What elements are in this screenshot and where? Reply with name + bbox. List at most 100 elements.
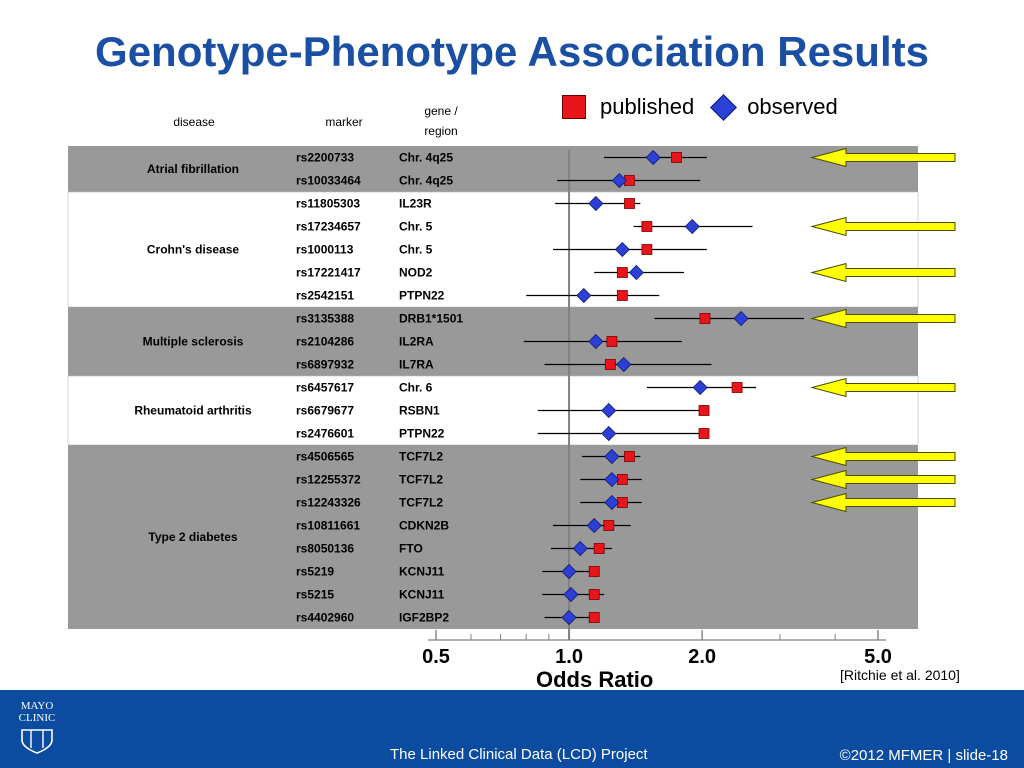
marker-label: rs17234657 <box>296 220 361 234</box>
disease-label: Atrial fibrillation <box>147 162 239 176</box>
observed-point <box>604 494 620 511</box>
observed-point <box>601 402 617 419</box>
x-tick-label: 5.0 <box>864 646 892 668</box>
gene-label: PTPN22 <box>399 427 445 441</box>
observed-point <box>645 149 661 166</box>
highlight-arrow <box>810 308 956 329</box>
published-point <box>624 198 635 209</box>
header-gene-region: gene / region <box>405 101 477 141</box>
header-disease: disease <box>173 115 215 129</box>
highlight-arrow <box>810 147 956 168</box>
citation: [Ritchie et al. 2010] <box>840 667 960 683</box>
group-band <box>67 191 919 308</box>
gene-label: TCF7L2 <box>399 450 443 464</box>
marker-label: rs10811661 <box>296 519 360 533</box>
observed-point <box>588 195 604 212</box>
marker-label: rs12243326 <box>296 496 361 510</box>
published-point <box>699 313 711 324</box>
observed-point <box>588 333 604 350</box>
published-point <box>671 152 682 163</box>
logo-line1: MAYO <box>20 700 54 712</box>
disease-label: Rheumatoid arthritis <box>134 404 252 418</box>
published-point <box>606 336 618 347</box>
x-tick-label: 2.0 <box>688 646 716 668</box>
observed-point <box>576 287 592 304</box>
x-axis-title: Odds Ratio <box>536 667 654 692</box>
legend-published-label: published <box>600 94 695 119</box>
published-point <box>604 359 616 370</box>
gene-label: IL7RA <box>399 358 434 372</box>
marker-label: rs4402960 <box>296 611 354 625</box>
published-point <box>624 451 635 462</box>
gene-label: FTO <box>399 542 423 556</box>
published-point <box>641 244 653 255</box>
published-point <box>641 221 653 232</box>
observed-point <box>684 218 700 235</box>
header-marker: marker <box>325 115 363 129</box>
marker-label: rs17221417 <box>296 266 361 280</box>
gene-label: Chr. 4q25 <box>399 174 453 188</box>
published-point <box>731 382 743 393</box>
disease-label: Type 2 diabetes <box>148 530 237 544</box>
x-tick-label: 0.5 <box>422 646 450 668</box>
published-point <box>588 566 600 577</box>
marker-label: rs5215 <box>296 588 334 602</box>
gene-label: Chr. 5 <box>399 243 433 257</box>
disease-label: Multiple sclerosis <box>143 335 244 349</box>
observed-point <box>561 563 577 580</box>
group-band <box>68 445 918 629</box>
published-legend-marker <box>562 95 586 119</box>
marker-label: rs6457617 <box>296 381 354 395</box>
observed-point <box>733 310 749 327</box>
group-band <box>67 375 919 446</box>
published-point <box>698 428 710 439</box>
mayo-clinic-logo: MAYO CLINIC <box>10 700 64 754</box>
marker-label: rs6679677 <box>296 404 354 418</box>
published-point <box>603 520 615 531</box>
footer-bar: MAYO CLINIC The Linked Clinical Data (LC… <box>0 690 1024 768</box>
marker-label: rs5219 <box>296 565 334 579</box>
observed-point <box>611 172 627 189</box>
marker-label: rs2542151 <box>296 289 354 303</box>
marker-label: rs6897932 <box>296 358 354 372</box>
footer-slide-number: ©2012 MFMER | slide-18 <box>839 747 1008 764</box>
shield-icon <box>21 729 53 754</box>
gene-label: TCF7L2 <box>399 473 443 487</box>
gene-label: IL23R <box>399 197 432 211</box>
marker-label: rs2104286 <box>296 335 354 349</box>
published-point <box>698 405 710 416</box>
gene-label: Chr. 5 <box>399 220 433 234</box>
logo-line2: CLINIC <box>18 712 56 724</box>
gene-label: DRB1*1501 <box>399 312 463 326</box>
marker-label: rs8050136 <box>296 542 354 556</box>
highlight-arrow <box>810 377 956 398</box>
highlight-arrow <box>810 262 956 283</box>
marker-label: rs4506565 <box>296 450 354 464</box>
slide-title: Genotype-Phenotype Association Results <box>95 28 929 75</box>
published-point <box>588 589 600 600</box>
observed-point <box>563 586 579 603</box>
published-point <box>616 267 628 278</box>
published-point <box>588 612 600 623</box>
marker-label: rs2476601 <box>296 427 354 441</box>
footer-project: The Linked Clinical Data (LCD) Project <box>390 746 648 763</box>
gene-label: IGF2BP2 <box>399 611 449 625</box>
highlight-arrow <box>810 216 956 237</box>
observed-point <box>616 356 632 373</box>
gene-label: NOD2 <box>399 266 433 280</box>
group-band <box>68 146 918 192</box>
published-point <box>593 543 605 554</box>
observed-point <box>604 448 620 465</box>
observed-point <box>614 241 630 258</box>
gene-label: Chr. 4q25 <box>399 151 453 165</box>
observed-point <box>692 379 708 396</box>
legend: published observed <box>562 92 838 122</box>
highlight-arrow <box>810 446 956 467</box>
gene-label: KCNJ11 <box>399 588 445 602</box>
gene-label: RSBN1 <box>399 404 440 418</box>
published-point <box>616 290 628 301</box>
highlight-arrow <box>810 469 956 490</box>
marker-label: rs12255372 <box>296 473 361 487</box>
marker-label: rs1000113 <box>296 243 354 257</box>
disease-label: Crohn's disease <box>147 243 240 257</box>
